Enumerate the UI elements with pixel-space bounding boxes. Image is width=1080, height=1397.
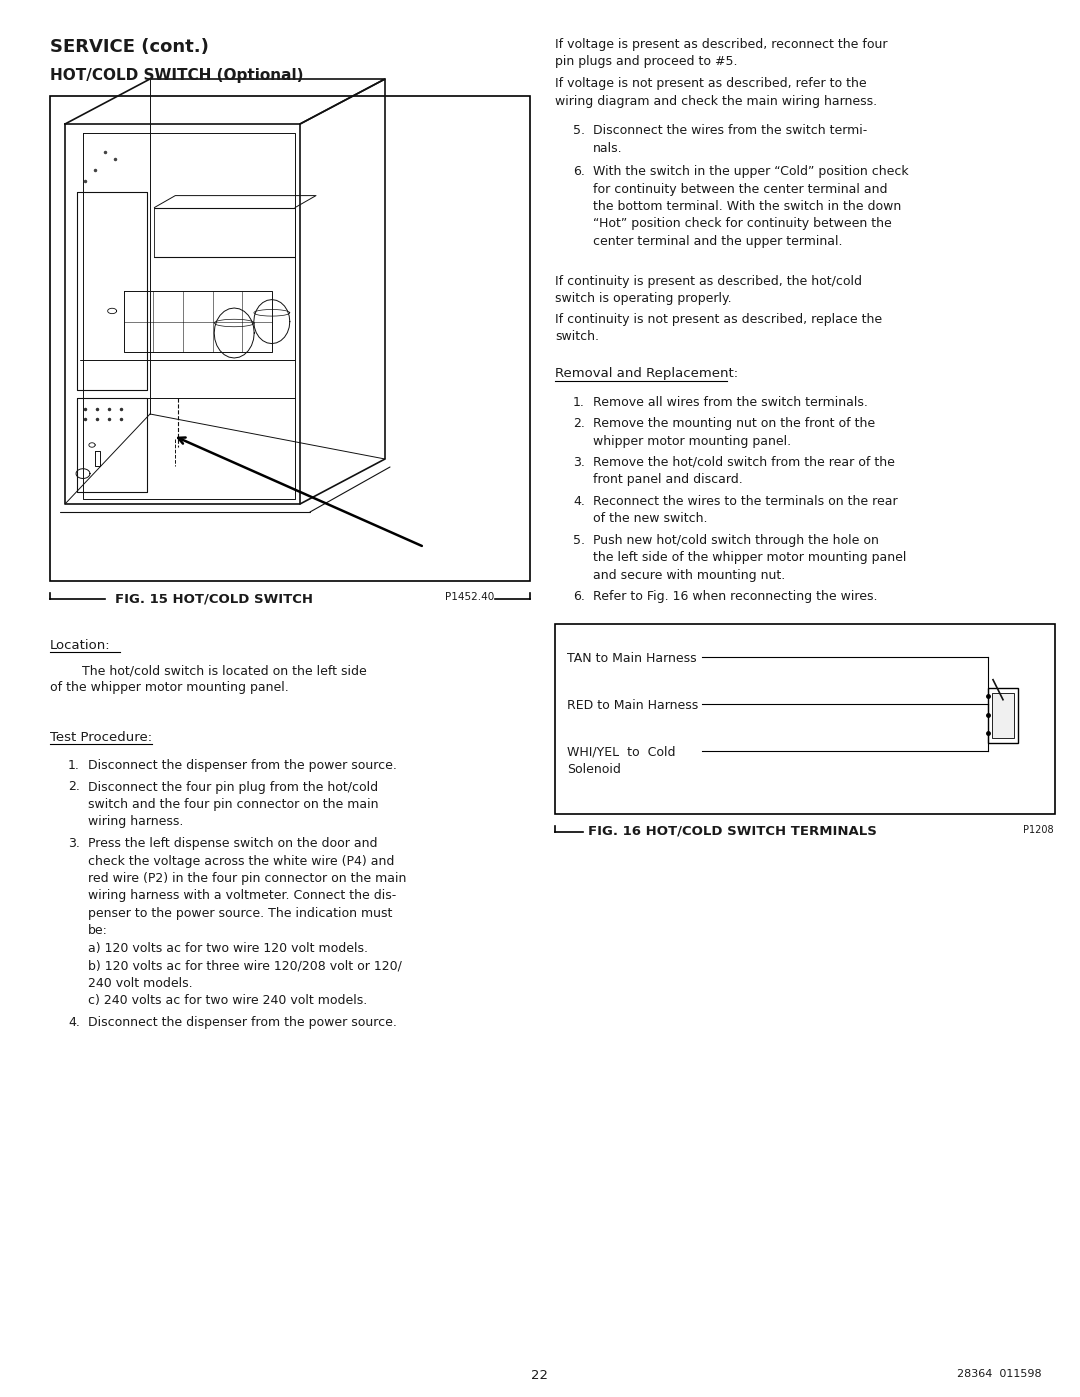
Text: c) 240 volts ac for two wire 240 volt models.: c) 240 volts ac for two wire 240 volt mo… bbox=[87, 995, 367, 1007]
Text: SERVICE (cont.): SERVICE (cont.) bbox=[50, 38, 208, 56]
Text: wiring harness with a voltmeter. Connect the dis-: wiring harness with a voltmeter. Connect… bbox=[87, 890, 396, 902]
Text: FIG. 15 HOT/COLD SWITCH: FIG. 15 HOT/COLD SWITCH bbox=[114, 592, 313, 605]
Text: the bottom terminal. With the switch in the down: the bottom terminal. With the switch in … bbox=[593, 200, 901, 212]
Text: WHI/YEL  to  Cold: WHI/YEL to Cold bbox=[567, 746, 675, 759]
Bar bbox=[993, 693, 1014, 738]
Text: 3.: 3. bbox=[68, 837, 80, 849]
Text: If voltage is present as described, reconnect the four: If voltage is present as described, reco… bbox=[555, 38, 888, 52]
Text: 2.: 2. bbox=[573, 416, 585, 430]
Text: 6.: 6. bbox=[573, 165, 585, 177]
Text: Reconnect the wires to the terminals on the rear: Reconnect the wires to the terminals on … bbox=[593, 495, 897, 509]
Text: the left side of the whipper motor mounting panel: the left side of the whipper motor mount… bbox=[593, 552, 906, 564]
Text: Remove the mounting nut on the front of the: Remove the mounting nut on the front of … bbox=[593, 416, 875, 430]
Text: FIG. 16 HOT/COLD SWITCH TERMINALS: FIG. 16 HOT/COLD SWITCH TERMINALS bbox=[588, 826, 877, 838]
Text: If voltage is not present as described, refer to the: If voltage is not present as described, … bbox=[555, 77, 866, 89]
Text: 5.: 5. bbox=[573, 124, 585, 137]
Text: If continuity is not present as described, replace the: If continuity is not present as describe… bbox=[555, 313, 882, 326]
Text: 5.: 5. bbox=[573, 534, 585, 548]
Text: Remove the hot/cold switch from the rear of the: Remove the hot/cold switch from the rear… bbox=[593, 455, 895, 469]
Text: 3.: 3. bbox=[573, 455, 585, 469]
Text: Disconnect the dispenser from the power source.: Disconnect the dispenser from the power … bbox=[87, 1016, 396, 1030]
Text: P1452.40: P1452.40 bbox=[445, 592, 494, 602]
Text: Press the left dispense switch on the door and: Press the left dispense switch on the do… bbox=[87, 837, 378, 849]
Text: 4.: 4. bbox=[68, 1016, 80, 1030]
Text: The hot/cold switch is located on the left side: The hot/cold switch is located on the le… bbox=[50, 664, 367, 678]
Text: 6.: 6. bbox=[573, 591, 585, 604]
Text: TAN to Main Harness: TAN to Main Harness bbox=[567, 652, 697, 665]
Text: penser to the power source. The indication must: penser to the power source. The indicati… bbox=[87, 907, 392, 921]
Text: 2.: 2. bbox=[68, 781, 80, 793]
Text: switch and the four pin connector on the main: switch and the four pin connector on the… bbox=[87, 798, 378, 812]
Text: red wire (P2) in the four pin connector on the main: red wire (P2) in the four pin connector … bbox=[87, 872, 406, 886]
Text: wiring harness.: wiring harness. bbox=[87, 816, 184, 828]
Text: 1.: 1. bbox=[573, 395, 585, 408]
Text: Disconnect the four pin plug from the hot/cold: Disconnect the four pin plug from the ho… bbox=[87, 781, 378, 793]
Text: With the switch in the upper “Cold” position check: With the switch in the upper “Cold” posi… bbox=[593, 165, 908, 177]
Text: Removal and Replacement:: Removal and Replacement: bbox=[555, 367, 738, 380]
Text: Disconnect the wires from the switch termi-: Disconnect the wires from the switch ter… bbox=[593, 124, 867, 137]
Text: HOT/COLD SWITCH (Optional): HOT/COLD SWITCH (Optional) bbox=[50, 68, 303, 82]
Text: of the new switch.: of the new switch. bbox=[593, 513, 707, 525]
Text: pin plugs and proceed to #5.: pin plugs and proceed to #5. bbox=[555, 56, 738, 68]
Text: Remove all wires from the switch terminals.: Remove all wires from the switch termina… bbox=[593, 395, 868, 408]
Text: nals.: nals. bbox=[593, 141, 623, 155]
Text: and secure with mounting nut.: and secure with mounting nut. bbox=[593, 569, 785, 583]
Text: be:: be: bbox=[87, 925, 108, 937]
Text: 22: 22 bbox=[531, 1369, 549, 1382]
Text: whipper motor mounting panel.: whipper motor mounting panel. bbox=[593, 434, 792, 447]
Text: Solenoid: Solenoid bbox=[567, 764, 621, 777]
Text: for continuity between the center terminal and: for continuity between the center termin… bbox=[593, 183, 888, 196]
Text: wiring diagram and check the main wiring harness.: wiring diagram and check the main wiring… bbox=[555, 95, 877, 108]
Text: Push new hot/cold switch through the hole on: Push new hot/cold switch through the hol… bbox=[593, 534, 879, 548]
Text: of the whipper motor mounting panel.: of the whipper motor mounting panel. bbox=[50, 682, 288, 694]
Text: If continuity is present as described, the hot/cold: If continuity is present as described, t… bbox=[555, 274, 862, 288]
Text: 28364  011598: 28364 011598 bbox=[957, 1369, 1042, 1379]
Text: switch.: switch. bbox=[555, 330, 599, 344]
Bar bbox=[50, 96, 530, 581]
Text: Location:: Location: bbox=[50, 638, 110, 652]
Text: RED to Main Harness: RED to Main Harness bbox=[567, 698, 699, 712]
Text: switch is operating properly.: switch is operating properly. bbox=[555, 292, 731, 305]
Text: Disconnect the dispenser from the power source.: Disconnect the dispenser from the power … bbox=[87, 759, 396, 773]
Text: “Hot” position check for continuity between the: “Hot” position check for continuity betw… bbox=[593, 218, 892, 231]
Text: b) 120 volts ac for three wire 120/208 volt or 120/: b) 120 volts ac for three wire 120/208 v… bbox=[87, 960, 402, 972]
Text: Test Procedure:: Test Procedure: bbox=[50, 731, 152, 745]
Text: a) 120 volts ac for two wire 120 volt models.: a) 120 volts ac for two wire 120 volt mo… bbox=[87, 942, 368, 956]
Bar bbox=[988, 687, 1018, 743]
Text: center terminal and the upper terminal.: center terminal and the upper terminal. bbox=[593, 235, 842, 249]
Text: 240 volt models.: 240 volt models. bbox=[87, 977, 192, 990]
Text: front panel and discard.: front panel and discard. bbox=[593, 474, 743, 486]
Text: check the voltage across the white wire (P4) and: check the voltage across the white wire … bbox=[87, 855, 394, 868]
Bar bbox=[555, 624, 1055, 814]
Text: 4.: 4. bbox=[573, 495, 585, 509]
Text: Refer to Fig. 16 when reconnecting the wires.: Refer to Fig. 16 when reconnecting the w… bbox=[593, 591, 878, 604]
Text: P1208: P1208 bbox=[1024, 826, 1054, 835]
Text: 1.: 1. bbox=[68, 759, 80, 773]
